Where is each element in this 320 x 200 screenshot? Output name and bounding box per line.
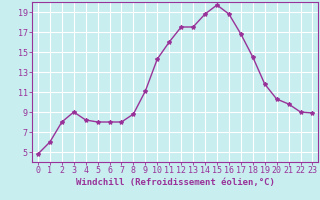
X-axis label: Windchill (Refroidissement éolien,°C): Windchill (Refroidissement éolien,°C) [76,178,275,187]
